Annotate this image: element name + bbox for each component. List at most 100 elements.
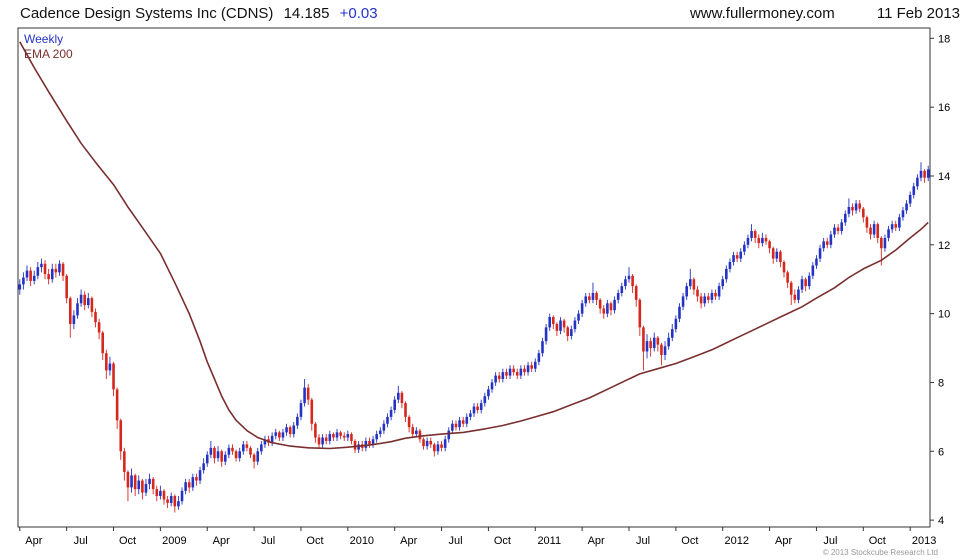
- candle-body: [688, 279, 692, 287]
- candle-body: [880, 237, 883, 249]
- x-tick-label: 2009: [162, 535, 186, 547]
- candle-body: [620, 286, 624, 293]
- y-tick-label: 10: [938, 309, 950, 321]
- candle-body: [526, 365, 530, 373]
- x-tick-label: Oct: [869, 535, 886, 547]
- x-tick-label: Jul: [74, 535, 88, 547]
- candle-body: [288, 427, 292, 435]
- candle-body: [490, 382, 494, 390]
- candle-body: [415, 430, 418, 435]
- candle-body: [220, 451, 223, 462]
- candle-body: [497, 375, 501, 380]
- candle-body: [883, 237, 887, 249]
- candle-body: [898, 217, 901, 228]
- candle-body: [530, 365, 533, 369]
- candle-body: [472, 406, 476, 414]
- candle-body: [865, 217, 869, 228]
- candle-body: [101, 332, 105, 354]
- candle-body: [854, 203, 858, 211]
- candle-body: [923, 170, 926, 178]
- candle-body: [119, 420, 123, 452]
- candle-body: [151, 478, 155, 490]
- candle-body: [346, 434, 350, 438]
- candle-body: [869, 227, 872, 235]
- candle-body: [191, 477, 195, 488]
- candle-body: [847, 206, 851, 214]
- candle-body: [487, 389, 490, 397]
- candle-body: [670, 329, 674, 338]
- candle-body: [79, 294, 83, 304]
- candle-body: [616, 292, 620, 300]
- candle-body: [815, 258, 818, 266]
- candle-body: [451, 423, 454, 431]
- candle-body: [580, 303, 584, 314]
- candle-body: [155, 489, 159, 497]
- candle-body: [872, 224, 876, 235]
- candle-body: [310, 399, 314, 424]
- candle-body: [281, 432, 285, 438]
- candle-body: [887, 229, 890, 238]
- candle-body: [598, 299, 602, 309]
- candle-body: [479, 403, 483, 410]
- candle-body: [465, 416, 469, 424]
- candle-body: [624, 279, 627, 287]
- candle-body: [148, 478, 151, 484]
- candle-body: [447, 430, 451, 440]
- candle-body: [638, 299, 642, 328]
- price-chart-svg: 4 6 8 10 12 14 16 18 Apr Jul Oct 2009 Apr Jul Oct 2010 A…: [17, 27, 950, 547]
- candle-body: [825, 241, 829, 245]
- candle-body: [144, 483, 148, 493]
- candle-body: [588, 296, 591, 300]
- candle-body: [162, 490, 166, 500]
- candle-body: [22, 277, 25, 285]
- y-tick-label: 12: [938, 240, 950, 252]
- candle-body: [123, 451, 126, 472]
- candle-body: [725, 268, 728, 280]
- candle-body: [454, 423, 458, 428]
- website-label: www.fullermoney.com: [689, 4, 835, 22]
- title-group: Cadence Design Systems Inc (CDNS) 14.185…: [20, 5, 384, 22]
- candle-body: [775, 251, 779, 259]
- x-tick-label: 2011: [537, 535, 561, 547]
- candle-body: [667, 337, 670, 347]
- candle-body: [195, 477, 198, 481]
- candle-body: [692, 279, 696, 290]
- candle-body: [393, 399, 396, 410]
- timeframe-label: Weekly: [24, 32, 64, 46]
- candle-body: [609, 303, 613, 311]
- candle-body: [141, 480, 144, 493]
- candle-body: [505, 372, 508, 376]
- candle-body: [440, 444, 443, 448]
- candle-body: [238, 451, 241, 459]
- candle-body: [133, 475, 137, 490]
- candle-body: [782, 262, 786, 273]
- candle-body: [436, 444, 440, 452]
- candle-body: [807, 275, 811, 287]
- x-tick-label: Jul: [261, 535, 275, 547]
- candle-body: [746, 237, 750, 245]
- candle-body: [566, 327, 570, 337]
- candle-body: [483, 396, 487, 404]
- candle-body: [541, 341, 544, 354]
- candle-body: [461, 420, 465, 424]
- candle-body: [227, 447, 231, 455]
- x-tick-label: 2013: [912, 535, 936, 547]
- candle-body: [422, 439, 425, 447]
- candle-body: [696, 289, 699, 297]
- candle-body: [50, 268, 54, 280]
- candle-body: [555, 323, 559, 331]
- candle-body: [559, 320, 562, 331]
- candle-body: [115, 389, 119, 421]
- candle-body: [926, 169, 930, 178]
- candle-body: [512, 368, 515, 373]
- candle-body: [375, 434, 378, 440]
- stock-price: 14.185: [283, 4, 330, 22]
- candle-body: [627, 275, 631, 280]
- candle-body: [90, 298, 94, 312]
- candle-body: [797, 289, 800, 300]
- candle-body: [47, 274, 50, 280]
- candle-body: [342, 435, 346, 438]
- candle-body: [198, 470, 202, 481]
- candle-body: [876, 224, 880, 238]
- page-title: Cadence Design Systems Inc (CDNS): [20, 4, 274, 22]
